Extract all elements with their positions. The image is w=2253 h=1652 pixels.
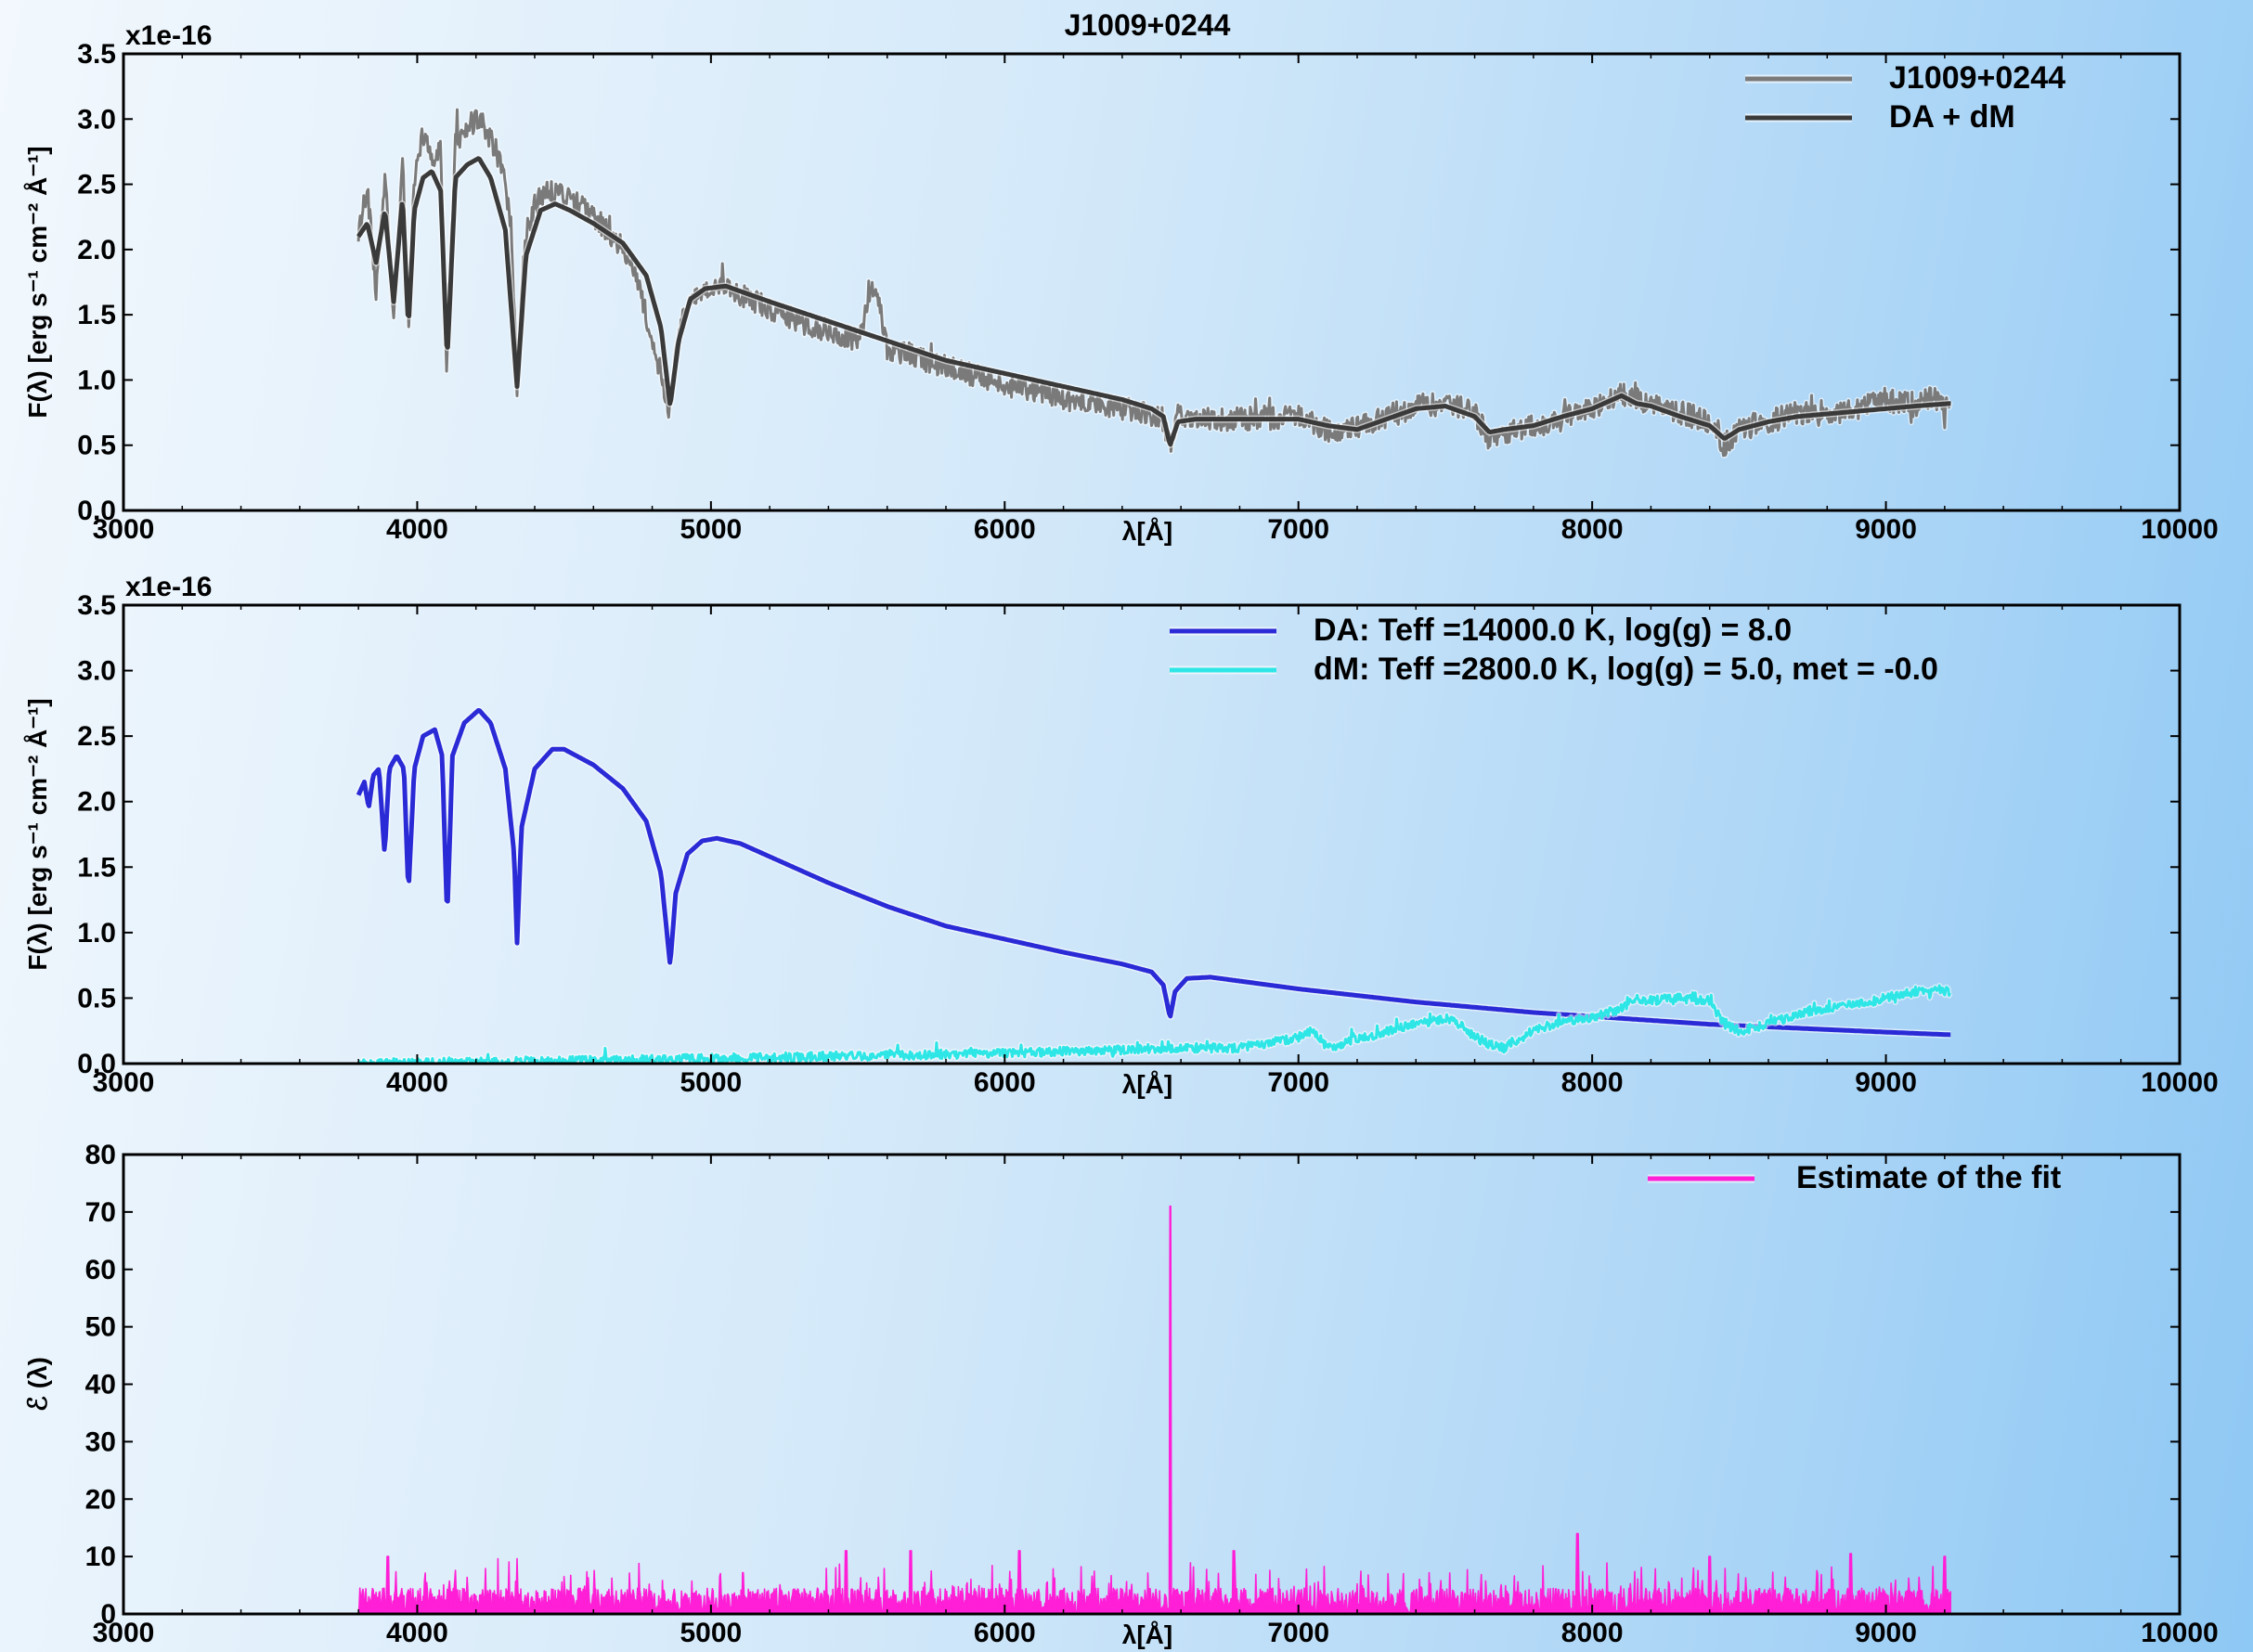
x-tick-label: 7000 — [1267, 1618, 1329, 1648]
axes-frame — [122, 52, 2182, 512]
x-tick-label: 10000 — [2141, 1067, 2218, 1098]
x-tick-label: 8000 — [1561, 514, 1624, 545]
y-tick-label: 80 — [85, 1140, 116, 1170]
y-tick-label: 10 — [85, 1542, 116, 1572]
y-tick-label: 3.5 — [77, 39, 116, 70]
y-tick-label: 20 — [85, 1484, 116, 1515]
x-tick-label: 6000 — [974, 514, 1036, 545]
x-tick-label: 9000 — [1855, 1067, 1917, 1098]
legend-label: dM: Teff =2800.0 K, log(g) = 5.0, met = … — [1314, 652, 1938, 687]
y-offset-text: x1e-16 — [125, 20, 212, 51]
plot-area — [357, 1205, 1951, 1614]
series-1-2-halo — [355, 154, 1953, 448]
x-tick-label: 8000 — [1561, 1067, 1624, 1098]
series-1-1-halo — [356, 107, 1953, 458]
series-3-1 — [357, 1205, 1951, 1614]
y-axis-label: ℰ (λ) — [23, 1357, 52, 1412]
x-tick-label: 3000 — [93, 514, 155, 545]
y-tick-label: 1.0 — [77, 918, 116, 949]
y-tick-label: 0.0 — [77, 1049, 116, 1079]
y-tick-label: 0.0 — [77, 496, 116, 526]
x-tick-label: 6000 — [974, 1067, 1036, 1098]
x-tick-label: 8000 — [1561, 1618, 1624, 1648]
x-tick-label: 5000 — [680, 1067, 742, 1098]
y-tick-label: 1.5 — [77, 852, 116, 883]
y-tick-label: 50 — [85, 1312, 116, 1343]
y-tick-label: 40 — [85, 1370, 116, 1400]
legend-label: DA: Teff =14000.0 K, log(g) = 8.0 — [1314, 613, 1792, 648]
panel-1: 3000 4000 5000 6000 7000 8000 9000 10000 0.0 0.5 1… — [23, 8, 2219, 546]
panel-3: 3000 4000 5000 6000 7000 8000 9000 10000 0 10 20 30… — [23, 1140, 2219, 1649]
x-tick-label: 3000 — [93, 1067, 155, 1098]
axes-frame — [122, 1153, 2182, 1616]
series-1-2 — [356, 156, 1952, 447]
y-offset-text: x1e-16 — [125, 572, 212, 602]
legend-label: Estimate of the fit — [1796, 1160, 2061, 1195]
x-tick-label: 10000 — [2141, 1618, 2218, 1648]
panel-2: 3000 4000 5000 6000 7000 8000 9000 10000 0.0 0.5 1… — [23, 572, 2219, 1099]
y-tick-label: 2.0 — [77, 235, 116, 265]
x-tick-label: 5000 — [680, 514, 742, 545]
y-tick-label: 30 — [85, 1426, 116, 1457]
x-tick-label: 6000 — [974, 1618, 1036, 1648]
y-tick-label: 60 — [85, 1255, 116, 1285]
legend-label: DA + dM — [1889, 99, 2015, 135]
x-tick-label: 4000 — [386, 514, 448, 545]
x-axis-label: λ[Å] — [1122, 1620, 1172, 1649]
x-tick-label: 3000 — [93, 1618, 155, 1648]
series-2-1-halo — [355, 706, 1953, 1039]
series-2-1 — [356, 708, 1952, 1038]
y-tick-label: 3.0 — [77, 656, 116, 687]
x-tick-label: 5000 — [680, 1618, 742, 1648]
series-1-1 — [356, 108, 1952, 458]
x-tick-label: 4000 — [386, 1067, 448, 1098]
y-tick-label: 3.0 — [77, 104, 116, 135]
y-axis-label: F(λ) [erg s⁻¹ cm⁻² Å⁻¹] — [23, 698, 52, 970]
x-tick-label: 10000 — [2141, 514, 2218, 545]
x-tick-label: 4000 — [386, 1618, 448, 1648]
plot-area — [355, 107, 1953, 458]
plot-area — [355, 706, 1953, 1064]
x-tick-label: 9000 — [1855, 514, 1917, 545]
y-tick-label: 2.5 — [77, 170, 116, 200]
x-tick-label: 9000 — [1855, 1618, 1917, 1648]
x-tick-label: 7000 — [1267, 514, 1329, 545]
y-tick-label: 0.5 — [77, 431, 116, 461]
x-axis-label: λ[Å] — [1122, 1070, 1172, 1099]
x-axis-label: λ[Å] — [1122, 517, 1172, 546]
y-tick-label: 0.5 — [77, 983, 116, 1013]
y-tick-label: 1.0 — [77, 365, 116, 395]
y-tick-label: 2.0 — [77, 787, 116, 818]
x-tick-label: 7000 — [1267, 1067, 1329, 1098]
series-2-2 — [356, 984, 1951, 1064]
y-tick-label: 1.5 — [77, 300, 116, 330]
y-tick-label: 70 — [85, 1197, 116, 1228]
y-tick-label: 2.5 — [77, 721, 116, 752]
y-tick-label: 0 — [100, 1599, 116, 1630]
y-axis-label: F(λ) [erg s⁻¹ cm⁻² Å⁻¹] — [23, 146, 52, 418]
axes-frame — [122, 603, 2182, 1065]
legend-label: J1009+0244 — [1889, 60, 2065, 96]
y-tick-label: 3.5 — [77, 590, 116, 621]
chart-title: J1009+0244 — [1065, 8, 1231, 42]
